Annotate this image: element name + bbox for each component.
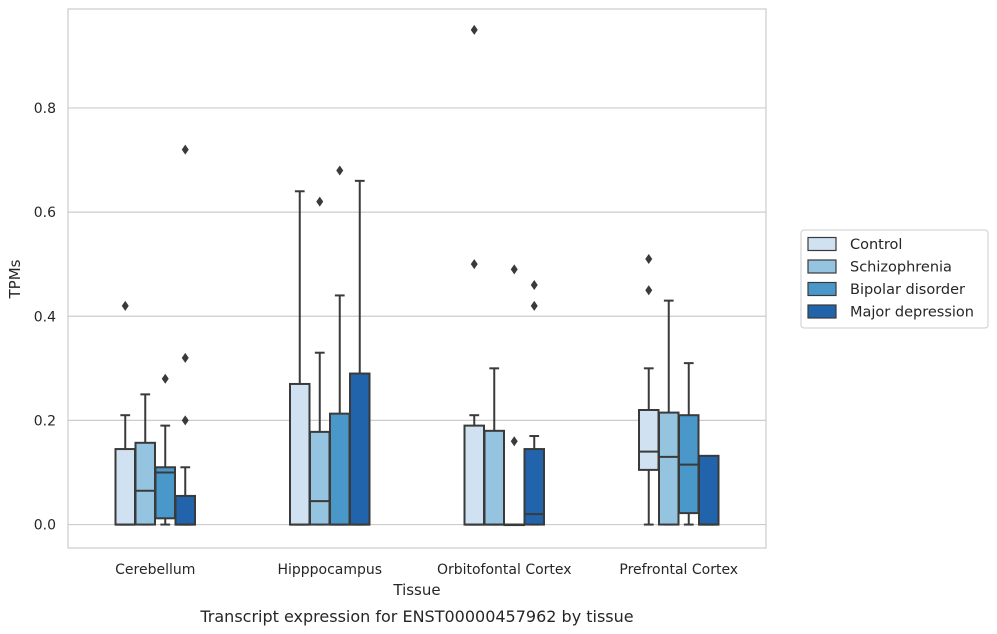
box	[154, 373, 176, 526]
outlier-point	[530, 280, 538, 291]
x-tick-label: Cerebellum	[115, 562, 195, 578]
legend-swatch	[807, 259, 837, 274]
box-iqr	[309, 430, 331, 526]
legend-label: Major depression	[850, 305, 974, 321]
box	[483, 367, 505, 526]
outlier-point	[510, 264, 518, 275]
y-tick-label: 0.4	[34, 309, 56, 325]
y-tick-label: 0.0	[34, 518, 56, 534]
box-iqr	[329, 412, 351, 526]
outlier-point	[336, 165, 344, 176]
outlier-point	[470, 259, 478, 270]
box	[349, 179, 371, 526]
legend: Control Schizophrenia Bipolar disorder Majo…	[800, 229, 989, 329]
y-tick-label: 0.6	[34, 205, 56, 221]
box	[134, 393, 156, 526]
box-iqr	[523, 448, 545, 526]
legend-label: Control	[850, 237, 902, 253]
box-iqr	[463, 424, 485, 526]
outlier-point	[316, 196, 324, 207]
box	[503, 264, 525, 527]
outlier-point	[470, 24, 478, 35]
box	[678, 362, 700, 526]
outlier-point	[181, 415, 189, 426]
box	[289, 190, 311, 526]
x-axis-label: Tissue	[392, 581, 440, 599]
outlier-point	[510, 436, 518, 447]
box	[463, 24, 485, 526]
outlier-point	[161, 373, 169, 384]
box-iqr	[114, 448, 136, 526]
chart-caption: Transcript expression for ENST0000045796…	[199, 607, 633, 626]
box	[523, 280, 545, 526]
box-iqr	[174, 494, 196, 526]
outlier-point	[530, 300, 538, 311]
outlier-point	[121, 300, 129, 311]
box	[658, 299, 680, 526]
series-schizophrenia	[134, 196, 680, 526]
series-major-depression	[174, 144, 720, 526]
box-iqr	[698, 454, 720, 526]
box	[698, 454, 720, 526]
box-plot-series	[114, 24, 720, 527]
box-iqr	[154, 466, 176, 520]
box-iqr	[134, 441, 156, 526]
box	[309, 196, 331, 526]
box-iqr	[349, 372, 371, 526]
legend-box	[800, 229, 989, 329]
y-tick-labels: 0.0 0.2 0.4 0.6 0.8	[34, 101, 56, 534]
box	[638, 253, 660, 526]
legend-label: Schizophrenia	[850, 260, 952, 276]
x-tick-labels: Cerebellum Hipppocampus Orbitofontal Corte…	[115, 562, 738, 578]
x-tick-label: Hipppocampus	[277, 562, 382, 578]
outlier-point	[645, 253, 653, 264]
outlier-point	[645, 285, 653, 296]
legend-swatch	[807, 281, 837, 297]
box	[329, 165, 351, 526]
x-tick-label: Prefrontal Cortex	[619, 562, 738, 578]
box-iqr	[289, 382, 311, 526]
box	[174, 144, 196, 526]
y-tick-label: 0.8	[34, 101, 56, 117]
outlier-point	[181, 144, 189, 155]
legend-label: Bipolar disorder	[850, 282, 965, 298]
y-axis-label: TPMs	[6, 259, 24, 299]
y-tick-label: 0.2	[34, 413, 56, 429]
outlier-point	[181, 352, 189, 363]
box	[114, 300, 136, 526]
legend-swatch	[807, 304, 837, 319]
series-bipolar-disorder	[154, 165, 700, 527]
legend-swatch	[807, 236, 837, 252]
box-iqr	[658, 411, 680, 526]
x-tick-label: Orbitofontal Cortex	[437, 562, 572, 578]
box-iqr	[483, 429, 505, 526]
plot-frame	[67, 8, 767, 549]
series-control	[114, 24, 660, 526]
box-iqr	[638, 408, 660, 471]
